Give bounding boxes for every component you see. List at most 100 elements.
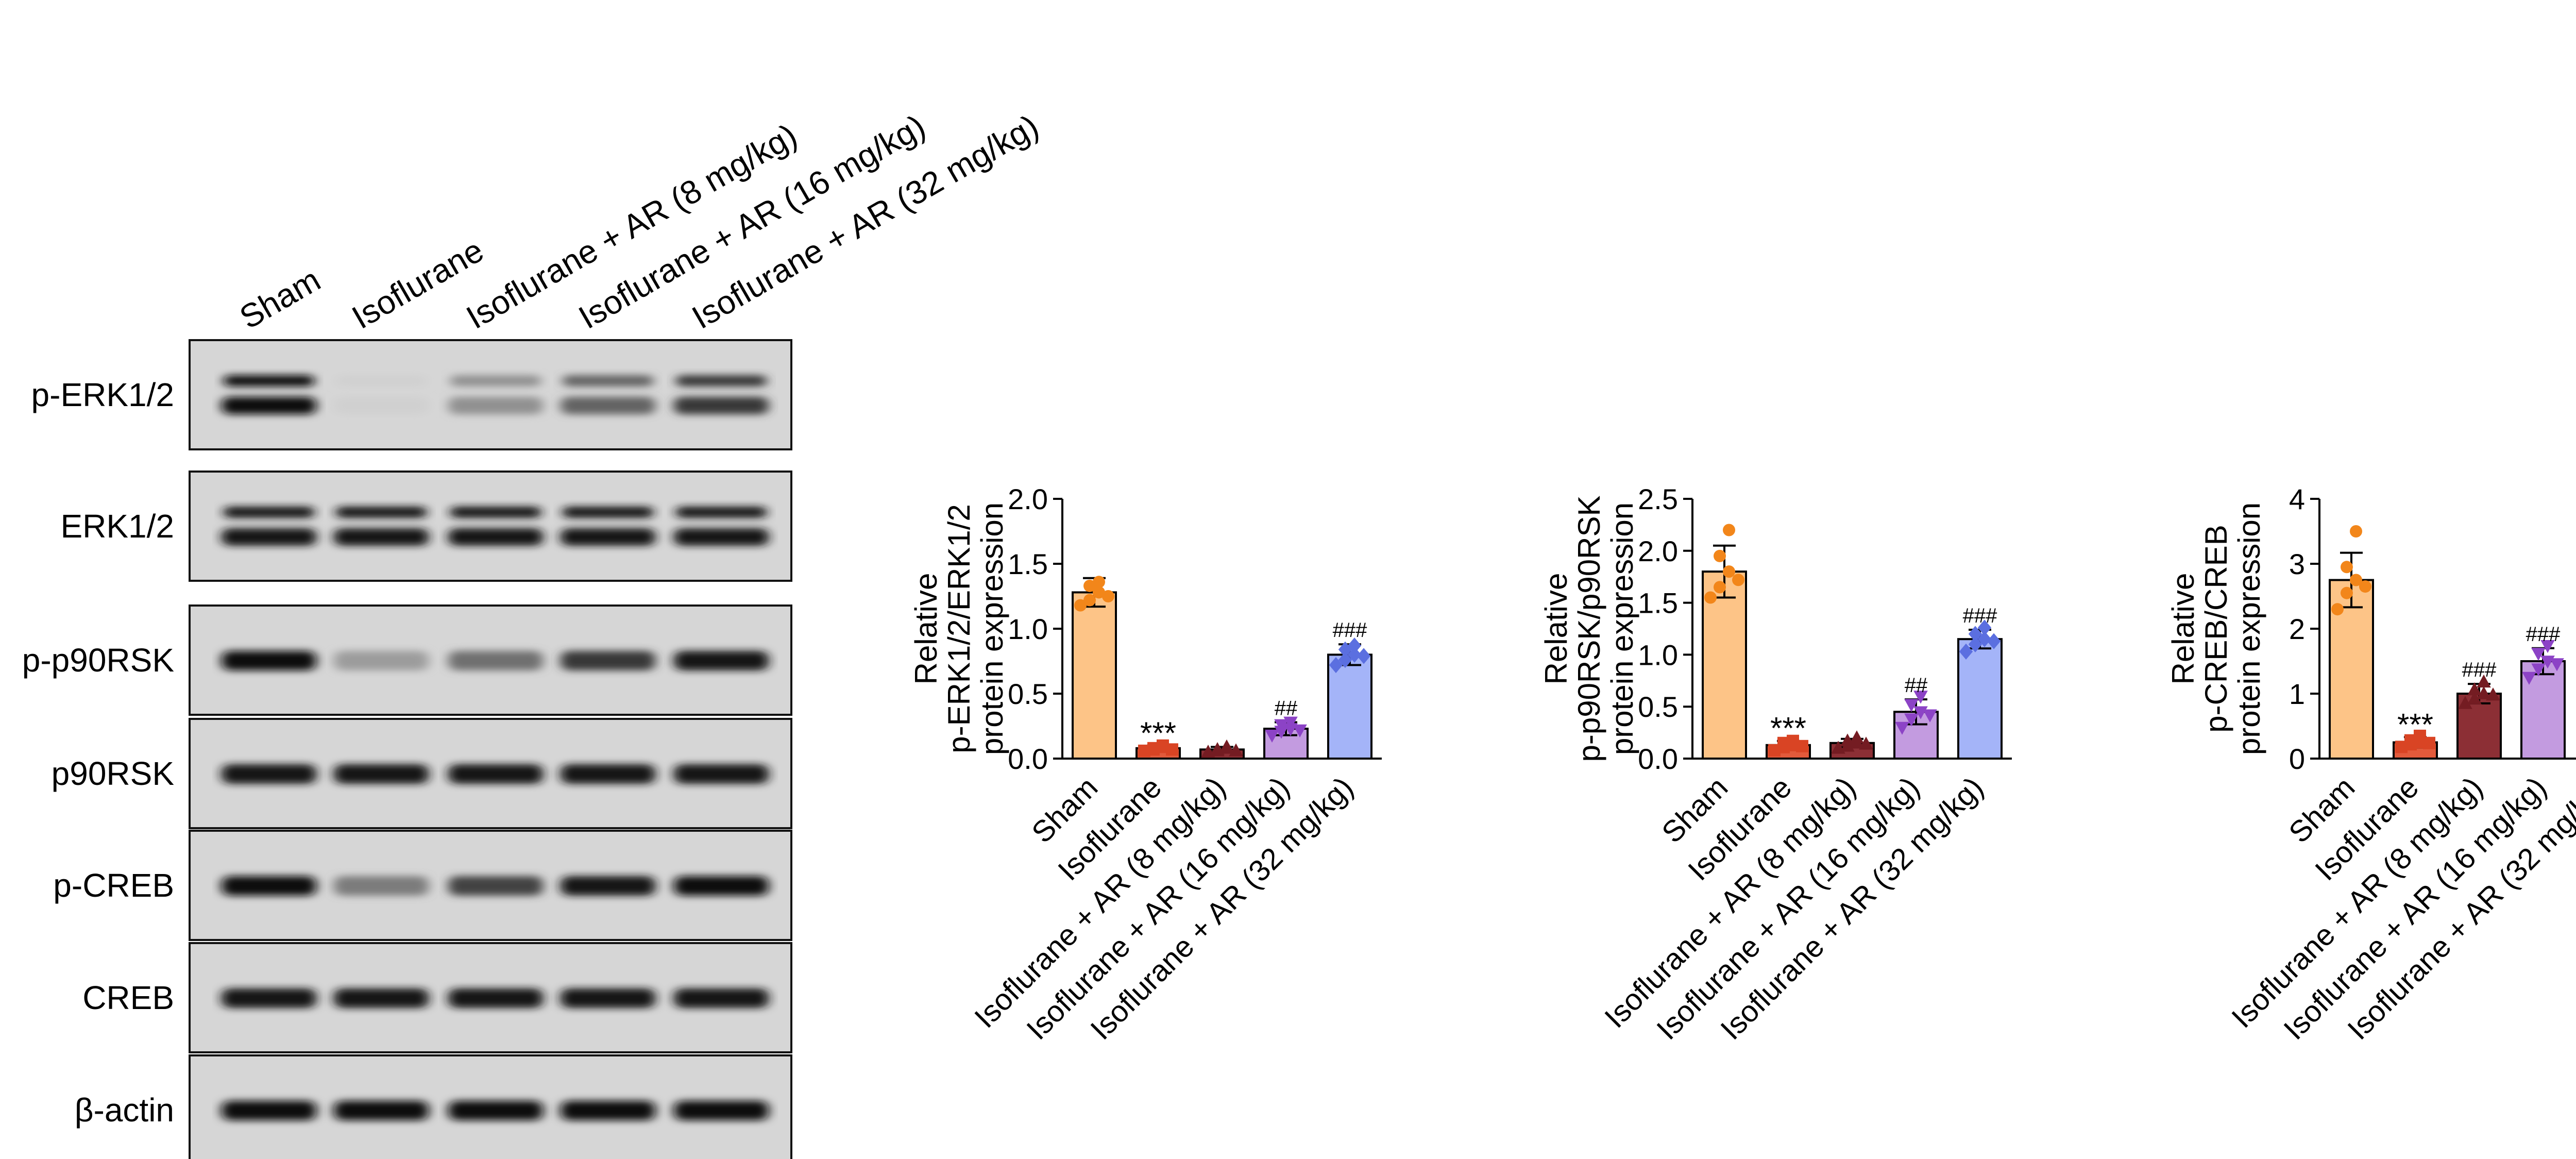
blot-band — [222, 528, 316, 546]
data-point — [1083, 594, 1096, 607]
blot-band — [224, 375, 314, 387]
data-point — [2359, 580, 2371, 593]
data-point — [1083, 579, 1096, 592]
data-point — [2477, 674, 2491, 688]
y-tick-label: 0.5 — [1008, 678, 1048, 710]
y-tick-label: 2.0 — [1008, 483, 1048, 515]
bar-chart: 0.0 0.5 1.0 1.5 2.0Relativep-ERK1/2/ERK1/2pr… — [909, 483, 1382, 1046]
data-point — [2477, 686, 2491, 699]
data-point — [1723, 565, 1735, 578]
blot-band — [222, 651, 316, 670]
data-point — [1859, 736, 1873, 750]
bar-charts: 0.00.51.01.52.0Relativep-ERK1/2/ERK1/2pr… — [909, 483, 2576, 1046]
blot-band — [448, 988, 543, 1008]
blot-band — [450, 375, 541, 387]
blot-band — [674, 1101, 769, 1120]
blot-band — [222, 1101, 316, 1120]
blot-band — [674, 764, 769, 784]
data-point — [1093, 576, 1105, 589]
data-point — [1913, 691, 1928, 704]
x-tick-label: Isoflurane + AR (8 mg/kg) — [1598, 770, 1862, 1034]
data-point — [1338, 651, 1352, 668]
data-point — [1102, 590, 1114, 602]
blot-band — [674, 528, 769, 546]
data-point — [1714, 549, 1726, 562]
blot-band — [222, 988, 316, 1008]
blot-band — [448, 876, 543, 896]
y-tick-label: 4 — [2289, 483, 2305, 515]
blot-band — [674, 397, 769, 414]
blot-band — [334, 651, 429, 670]
y-tick-label: 1.5 — [1638, 587, 1678, 619]
data-point — [1219, 739, 1234, 753]
x-tick-label: Isoflurane + AR (8 mg/kg) — [968, 770, 1232, 1034]
blot-row: p-CREB — [53, 830, 792, 941]
data-point — [1904, 713, 1919, 727]
y-tick-label: 1.0 — [1638, 639, 1678, 671]
blot-label: p-CREB — [53, 867, 174, 904]
data-point — [1166, 743, 1178, 756]
y-tick-label: 1.0 — [1008, 613, 1048, 645]
y-tick-label: 2.0 — [1638, 535, 1678, 567]
x-tick-label: Isoflurane + AR (8 mg/kg) — [2225, 770, 2489, 1034]
data-point — [1850, 730, 1864, 744]
blot-band — [450, 507, 541, 518]
blot-band — [334, 397, 429, 414]
data-point — [1265, 729, 1279, 743]
blot-band — [334, 764, 429, 784]
blot-band — [561, 876, 655, 896]
blot-row: β-actin — [75, 1054, 792, 1159]
blot-label: CREB — [82, 979, 174, 1016]
blot-membrane — [189, 471, 792, 582]
y-tick-label: 2 — [2289, 613, 2305, 645]
data-point — [2341, 561, 2353, 574]
y-tick-label: 1 — [2289, 678, 2305, 710]
significance-label: *** — [2397, 707, 2433, 742]
blot-row: p90RSK — [52, 718, 792, 829]
data-point — [2540, 640, 2555, 653]
blot-band — [336, 375, 427, 387]
y-tick-label: 0.5 — [1638, 691, 1678, 723]
y-tick-label: 0 — [2289, 743, 2305, 775]
data-point — [2331, 603, 2344, 616]
blot-row: ERK1/2 — [60, 471, 792, 582]
blot-label: p90RSK — [52, 755, 174, 792]
data-point — [1347, 646, 1362, 663]
lane-label: Isoflurane — [346, 231, 489, 336]
blot-label: ERK1/2 — [60, 508, 174, 545]
data-point — [2467, 691, 2482, 704]
blot-band — [674, 988, 769, 1008]
blot-band — [334, 876, 429, 896]
data-point — [1968, 636, 1982, 652]
data-point — [1338, 641, 1352, 658]
significance-label: ### — [1333, 619, 1367, 642]
data-point — [1959, 643, 1973, 660]
data-point — [1293, 724, 1307, 737]
data-point — [1977, 619, 1992, 636]
data-point — [2350, 525, 2362, 537]
data-point — [1923, 709, 1937, 723]
significance-label: ## — [1905, 674, 1928, 697]
y-tick-label: 1.5 — [1008, 548, 1048, 580]
blot-band — [561, 1101, 655, 1120]
data-point — [2486, 687, 2500, 701]
blot-band — [676, 375, 767, 387]
blot-label: p-ERK1/2 — [31, 376, 174, 413]
blot-band — [563, 507, 653, 518]
blot-band — [224, 507, 314, 518]
blot-band — [448, 764, 543, 784]
blot-band — [222, 397, 316, 414]
data-point — [1074, 599, 1087, 612]
y-axis-label: Relativep-CREB/CREBprotein expression — [2166, 502, 2266, 755]
data-point — [1274, 719, 1289, 732]
blot-label: p-p90RSK — [22, 642, 174, 679]
blot-band — [561, 988, 655, 1008]
y-tick-label: 3 — [2289, 548, 2305, 580]
bar — [1072, 591, 1117, 760]
significance-label: *** — [1140, 716, 1176, 750]
blot-band — [561, 397, 655, 414]
data-point — [1977, 631, 1992, 647]
blot-band — [448, 528, 543, 546]
blot-row: p-ERK1/2 — [31, 339, 792, 450]
